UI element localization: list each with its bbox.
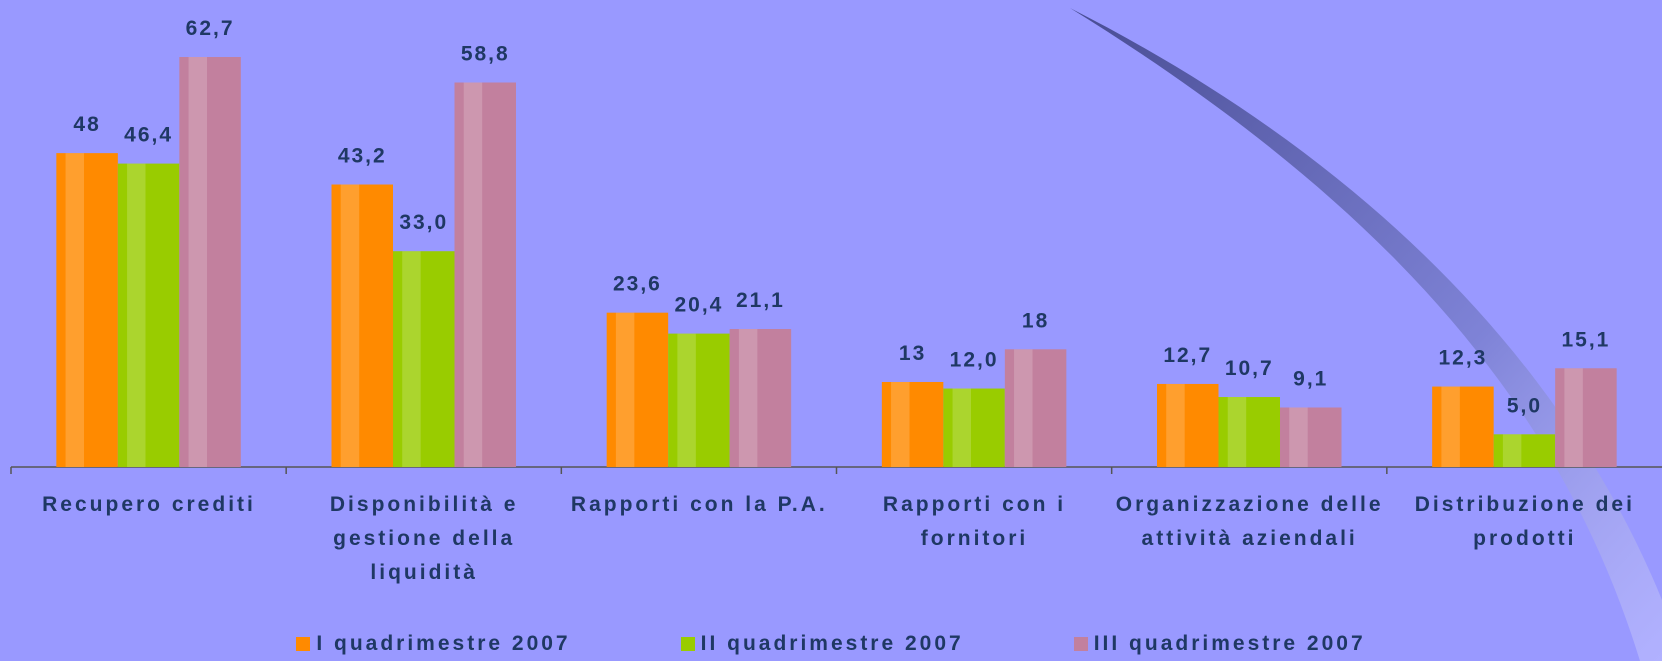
x-tick-label: Disponibilità e gestione della liquidità	[286, 488, 562, 590]
bar-shine	[891, 382, 909, 467]
data-label: 5,0	[1507, 394, 1542, 417]
data-label: 10,7	[1225, 357, 1274, 380]
legend-item: I quadrimestre 2007	[296, 632, 570, 656]
data-label: 23,6	[613, 273, 662, 296]
bar	[882, 382, 944, 467]
bar-shine	[341, 185, 359, 467]
bar-shine	[953, 389, 971, 467]
data-label: 58,8	[461, 43, 510, 66]
bar-shine	[402, 251, 420, 467]
x-tick-label: Recupero crediti	[11, 488, 287, 522]
bar-shine	[189, 57, 207, 467]
legend-item: II quadrimestre 2007	[681, 632, 964, 656]
data-label: 33,0	[399, 211, 448, 234]
plot: 48 46,4 62,7 43,2 33,0 58,8 23,6 20,4 21,1 13 12,0…	[0, 0, 1662, 661]
bar-shine	[1503, 434, 1521, 467]
data-label: 12,0	[950, 349, 999, 372]
bar	[1494, 434, 1556, 467]
bar	[1005, 349, 1066, 467]
bar	[943, 389, 1005, 467]
data-label: 48	[73, 113, 100, 136]
data-label: 15,1	[1561, 328, 1610, 351]
legend-item: III quadrimestre 2007	[1074, 632, 1366, 656]
bar-shine	[1564, 368, 1582, 467]
legend-label: I quadrimestre 2007	[316, 632, 570, 656]
data-label: 20,4	[674, 294, 723, 317]
bar	[1555, 368, 1617, 467]
data-label: 62,7	[186, 17, 235, 40]
bar-shine	[1014, 349, 1032, 467]
bar-shine	[1289, 407, 1307, 467]
bar-shine	[1441, 387, 1459, 467]
legend-swatch	[1074, 637, 1088, 651]
data-label: 13	[899, 342, 926, 365]
x-tick-label: Rapporti con i fornitori	[837, 488, 1113, 556]
data-label: 9,1	[1293, 367, 1328, 390]
x-tick-label: Organizzazione delle attività aziendali	[1112, 488, 1388, 556]
data-label: 12,3	[1438, 347, 1487, 370]
bar-shine	[66, 153, 84, 467]
bar-shine	[1228, 397, 1246, 467]
chart: 48 46,4 62,7 43,2 33,0 58,8 23,6 20,4 21,1 13 12,0…	[0, 0, 1662, 661]
bar-shine	[1166, 384, 1184, 467]
data-label: 43,2	[338, 145, 387, 168]
bar-shine	[616, 313, 634, 467]
legend-swatch	[681, 637, 695, 651]
bar-shine	[127, 164, 145, 467]
data-label: 12,7	[1163, 344, 1212, 367]
bar-shine	[464, 83, 482, 467]
legend-swatch	[296, 637, 310, 651]
legend-label: II quadrimestre 2007	[701, 632, 964, 656]
bar	[1432, 387, 1494, 467]
data-label: 18	[1022, 309, 1049, 332]
bar-shine	[677, 334, 695, 467]
legend-label: III quadrimestre 2007	[1094, 632, 1366, 656]
legend: I quadrimestre 2007 II quadrimestre 2007 I…	[0, 632, 1662, 656]
bar-shine	[739, 329, 757, 467]
x-tick-label: Rapporti con la P.A.	[561, 488, 837, 522]
data-label: 21,1	[736, 289, 785, 312]
x-tick-label: Distribuzione dei prodotti	[1387, 488, 1662, 556]
data-label: 46,4	[124, 124, 173, 147]
